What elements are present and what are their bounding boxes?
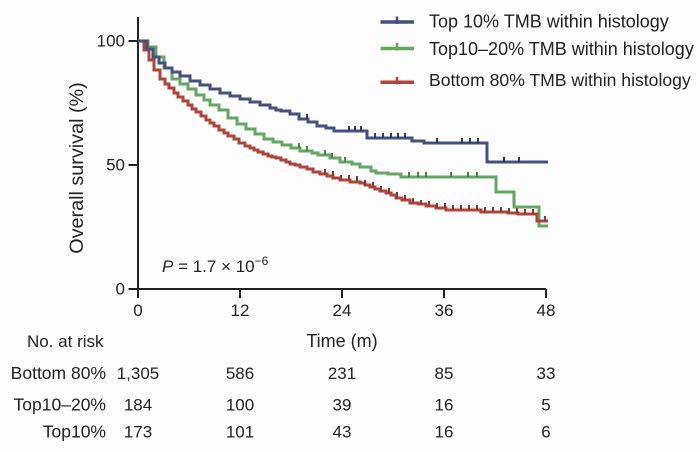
svg-text:33: 33 <box>537 364 556 383</box>
svg-text:P = 1.7 × 10−6: P = 1.7 × 10−6 <box>162 254 269 276</box>
svg-text:50: 50 <box>106 156 125 175</box>
svg-text:12: 12 <box>231 301 250 320</box>
svg-text:6: 6 <box>541 423 550 442</box>
svg-text:100: 100 <box>226 396 254 415</box>
svg-text:No. at risk: No. at risk <box>27 332 104 351</box>
svg-text:Top10%: Top10% <box>43 422 106 442</box>
svg-text:85: 85 <box>435 364 454 383</box>
svg-text:16: 16 <box>435 423 454 442</box>
svg-text:173: 173 <box>124 423 152 442</box>
svg-text:0: 0 <box>133 301 142 320</box>
svg-text:Bottom 80% TMB within histolog: Bottom 80% TMB within histology <box>429 70 691 90</box>
svg-text:Top10–20% TMB within histology: Top10–20% TMB within histology <box>429 39 694 59</box>
svg-text:16: 16 <box>435 396 454 415</box>
svg-text:43: 43 <box>333 423 352 442</box>
svg-text:Top 10% TMB within histology: Top 10% TMB within histology <box>429 12 669 32</box>
svg-text:5: 5 <box>541 396 550 415</box>
svg-text:Bottom 80%: Bottom 80% <box>11 363 106 383</box>
svg-text:184: 184 <box>124 396 152 415</box>
svg-text:100: 100 <box>97 32 125 51</box>
svg-text:586: 586 <box>226 364 254 383</box>
svg-text:Overall survival (%): Overall survival (%) <box>66 82 88 253</box>
svg-text:24: 24 <box>333 301 352 320</box>
svg-text:1,305: 1,305 <box>117 364 160 383</box>
svg-text:101: 101 <box>226 423 254 442</box>
svg-text:231: 231 <box>328 364 356 383</box>
svg-text:Top10–20%: Top10–20% <box>14 395 106 415</box>
svg-text:36: 36 <box>435 301 454 320</box>
svg-text:0: 0 <box>116 280 125 299</box>
svg-text:39: 39 <box>333 396 352 415</box>
svg-text:Time (m): Time (m) <box>306 331 377 351</box>
svg-text:48: 48 <box>537 301 556 320</box>
